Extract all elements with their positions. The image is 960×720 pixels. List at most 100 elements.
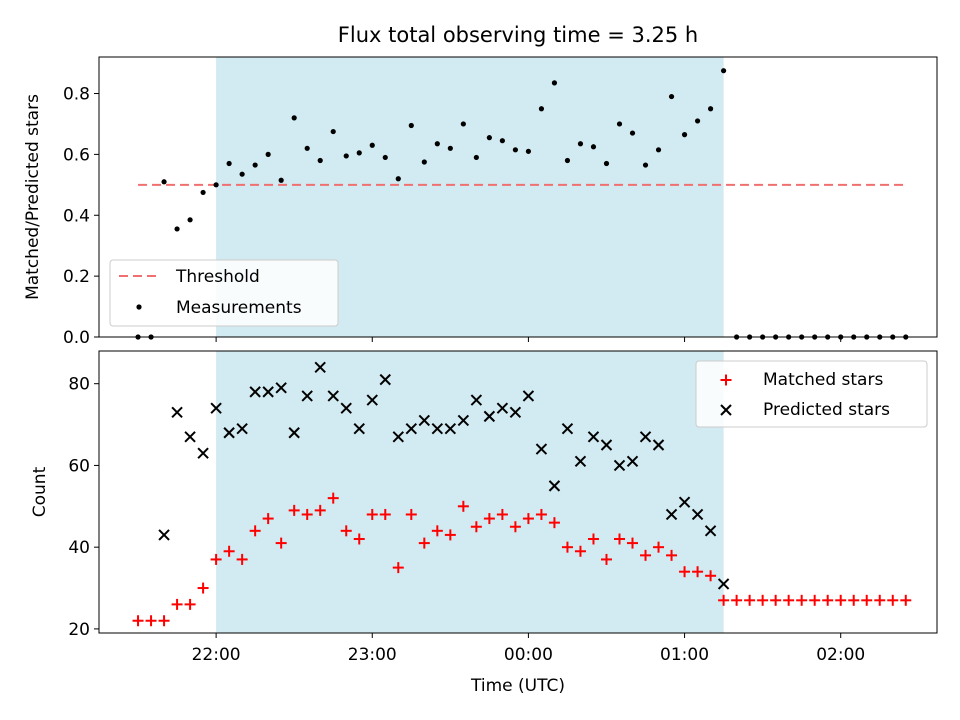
observing-interval xyxy=(216,351,724,633)
top-y-axis-label: Matched/Predicted stars xyxy=(23,94,43,300)
matched-star-point xyxy=(379,508,391,520)
matched-star-point xyxy=(666,549,678,561)
matched-star-point xyxy=(561,541,573,553)
matched-star-point xyxy=(535,508,547,520)
predicted-star-point xyxy=(600,439,613,451)
measurement-point xyxy=(473,154,479,161)
predicted-star-point xyxy=(678,496,691,508)
predicted-star-point xyxy=(288,427,300,439)
marker-d2 xyxy=(522,390,535,402)
marker-d2 xyxy=(236,422,248,435)
measurement-point xyxy=(681,132,688,138)
x-tick-label: 02:00 xyxy=(816,645,865,665)
y-tick-label: 20 xyxy=(68,620,90,640)
predicted-star-point xyxy=(353,422,365,435)
measurement-point xyxy=(252,162,258,168)
x-tick-label: 22:00 xyxy=(192,645,241,665)
marker-d2 xyxy=(509,406,522,419)
marker-d2 xyxy=(470,394,483,406)
marker-d2 xyxy=(392,431,404,443)
y-tick-label: 0.4 xyxy=(63,206,90,226)
legend-predicted-label: Predicted stars xyxy=(763,400,890,420)
y-tick-label: 80 xyxy=(68,375,90,395)
matched-star-point xyxy=(744,594,756,606)
legend-box xyxy=(695,360,928,428)
matched-star-point xyxy=(145,615,157,627)
matched-star-point xyxy=(392,562,404,574)
axes-frame xyxy=(98,56,938,338)
matched-star-point xyxy=(640,549,652,561)
predicted-star-point xyxy=(314,361,326,374)
matched-star-point xyxy=(158,615,170,627)
marker-d2 xyxy=(301,390,313,402)
marker-d2 xyxy=(340,402,352,414)
measurement-point xyxy=(720,68,727,74)
predicted-star-point xyxy=(548,480,561,492)
top-axes: 0.0 0.2 0.4 0.6 0.8 xyxy=(63,56,938,348)
matched-star-point xyxy=(874,594,886,606)
measurement-points xyxy=(135,68,909,340)
measurement-point xyxy=(707,106,714,112)
measurement-point xyxy=(668,93,675,100)
measurement-point xyxy=(278,177,284,183)
matched-star-point xyxy=(627,537,639,549)
y-tick-label: 60 xyxy=(68,456,90,476)
measurement-point xyxy=(642,162,649,168)
matched-star-point xyxy=(900,594,912,606)
matched-star-point xyxy=(587,533,599,545)
measurement-point xyxy=(408,122,414,129)
marker-d2 xyxy=(314,361,326,374)
matched-star-point xyxy=(275,537,287,549)
measurement-point xyxy=(694,118,701,124)
marker-d2 xyxy=(587,431,600,443)
predicted-star-point xyxy=(496,402,509,414)
matched-star-point xyxy=(327,492,339,504)
matched-stars-points xyxy=(132,492,912,627)
matched-star-point xyxy=(249,525,261,537)
matched-star-point xyxy=(210,553,222,565)
marker-d2 xyxy=(210,402,222,414)
marker-d2 xyxy=(678,496,691,508)
bottom-y-axis-label: Count xyxy=(30,466,50,517)
marker-d2 xyxy=(288,427,300,439)
predicted-star-point xyxy=(171,406,183,419)
measurement-point xyxy=(525,148,532,154)
marker-d2 xyxy=(600,439,613,451)
matched-star-point xyxy=(483,513,495,525)
marker-d2 xyxy=(379,373,391,386)
measurement-point xyxy=(291,115,297,121)
predicted-star-point xyxy=(379,373,391,386)
measurement-point xyxy=(330,128,336,135)
predicted-star-point xyxy=(535,443,548,455)
measurement-point xyxy=(551,80,558,86)
predicted-star-point xyxy=(652,439,665,451)
measurement-point xyxy=(187,217,193,223)
marker-d2 xyxy=(613,459,626,472)
observing-interval-shade-bottom xyxy=(216,351,724,633)
matched-star-point xyxy=(574,545,586,557)
measurement-point xyxy=(213,182,219,188)
y-tick-label: 0.2 xyxy=(63,267,90,287)
predicted-star-point xyxy=(327,390,339,402)
predicted-star-point xyxy=(223,427,235,439)
predicted-star-point xyxy=(522,390,535,402)
marker-d2 xyxy=(366,394,378,406)
matched-star-point xyxy=(444,529,456,541)
matched-star-point xyxy=(184,598,196,610)
measurement-point xyxy=(317,157,323,164)
predicted-star-point xyxy=(392,431,404,443)
predicted-star-point xyxy=(431,422,444,435)
measurement-point xyxy=(265,151,271,157)
predicted-star-point xyxy=(470,394,483,406)
marker-d2 xyxy=(652,439,665,451)
measurement-point xyxy=(174,226,180,232)
marker-d2 xyxy=(249,386,261,398)
y-tick-label: 0.0 xyxy=(63,328,90,348)
matched-star-point xyxy=(861,594,873,606)
matched-star-point xyxy=(262,513,274,525)
predicted-star-point xyxy=(717,578,730,590)
measurement-point xyxy=(512,147,518,153)
predicted-star-point xyxy=(197,447,209,459)
bottom-legend: Matched stars Predicted stars xyxy=(695,360,928,428)
measurement-point xyxy=(421,159,427,165)
